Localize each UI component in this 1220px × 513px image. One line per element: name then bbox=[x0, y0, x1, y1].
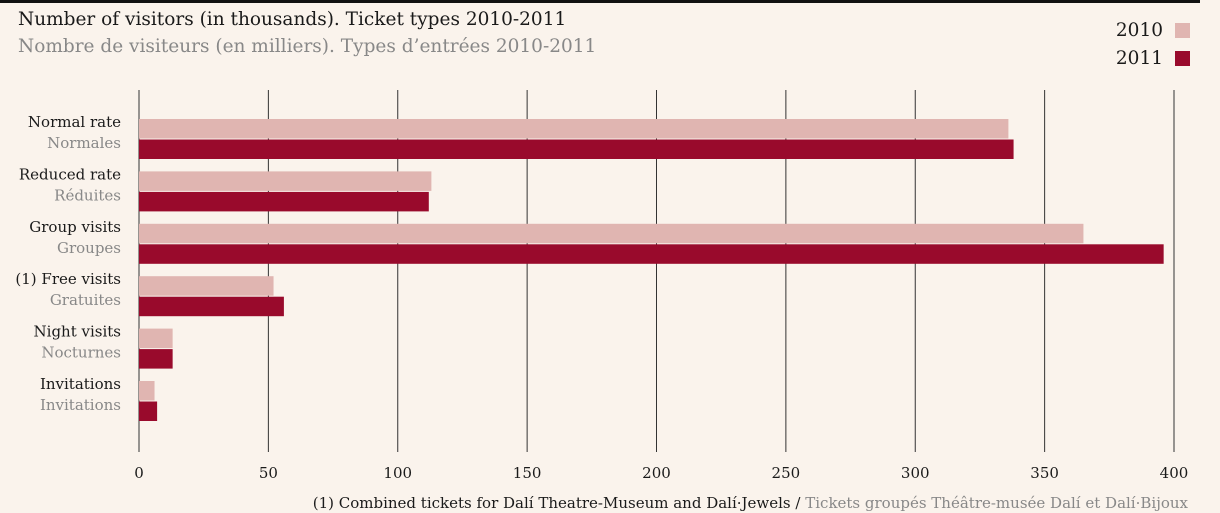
category-label-group-visits: Group visits bbox=[29, 218, 121, 236]
footnote-en: (1) Combined tickets for Dalí Theatre-Mu… bbox=[312, 494, 791, 512]
x-tick-label-400: 400 bbox=[1160, 464, 1189, 482]
chart-title: Number of visitors (in thousands). Ticke… bbox=[18, 9, 567, 30]
bar-group-visits-2010 bbox=[139, 223, 1084, 244]
chart-subtitle: Nombre de visiteurs (en milliers). Types… bbox=[18, 36, 597, 57]
bar-reduced-rate-2010 bbox=[139, 171, 432, 191]
x-tick-label-350: 350 bbox=[1030, 464, 1059, 482]
category-label-fr-1-free-visits: Gratuites bbox=[50, 291, 121, 309]
bar-invitations-2011 bbox=[139, 401, 158, 421]
category-label-fr-reduced-rate: Réduites bbox=[54, 186, 121, 204]
x-tick-label-0: 0 bbox=[134, 464, 144, 482]
category-label-normal-rate: Normal rate bbox=[28, 113, 121, 131]
bar-normal-rate-2010 bbox=[139, 119, 1009, 139]
bar-1-free-visits-2010 bbox=[139, 276, 274, 296]
category-label-fr-normal-rate: Normales bbox=[47, 134, 121, 152]
category-label-fr-night-visits: Nocturnes bbox=[41, 344, 121, 362]
x-tick-label-200: 200 bbox=[642, 464, 671, 482]
x-tick-label-150: 150 bbox=[513, 464, 542, 482]
category-label-1-free-visits: (1) Free visits bbox=[15, 270, 121, 288]
x-tick-label-300: 300 bbox=[901, 464, 930, 482]
category-label-fr-invitations: Invitations bbox=[40, 396, 121, 414]
x-tick-label-50: 50 bbox=[259, 464, 278, 482]
legend: 2010 2011 bbox=[1116, 16, 1190, 72]
bar-invitations-2010 bbox=[139, 381, 155, 401]
bar-night-visits-2010 bbox=[139, 328, 173, 349]
category-label-reduced-rate: Reduced rate bbox=[19, 165, 121, 183]
footnote-fr: Tickets groupés Théâtre-musée Dalí et Da… bbox=[805, 494, 1188, 512]
category-label-fr-group-visits: Groupes bbox=[57, 239, 121, 257]
x-tick-label-100: 100 bbox=[383, 464, 412, 482]
footnote: (1) Combined tickets for Dalí Theatre-Mu… bbox=[313, 494, 1188, 512]
bar-normal-rate-2011 bbox=[139, 139, 1014, 159]
legend-swatch-2010 bbox=[1175, 22, 1190, 38]
footnote-separator: / bbox=[790, 494, 806, 512]
category-label-night-visits: Night visits bbox=[34, 323, 121, 341]
legend-label-2011: 2011 bbox=[1115, 47, 1163, 69]
legend-label-2010: 2010 bbox=[1115, 19, 1163, 41]
bar-1-free-visits-2011 bbox=[139, 296, 284, 317]
x-tick-label-250: 250 bbox=[772, 464, 801, 482]
bar-group-visits-2011 bbox=[139, 244, 1164, 264]
top-rule bbox=[0, 0, 1200, 3]
category-label-invitations: Invitations bbox=[40, 375, 121, 393]
legend-swatch-2011 bbox=[1175, 50, 1190, 66]
bar-night-visits-2011 bbox=[139, 349, 173, 369]
bar-chart: 0 50 100 150 200 250 300 350 400 Normal rate Norma… bbox=[15, 90, 1189, 482]
bar-reduced-rate-2011 bbox=[139, 191, 429, 212]
legend-item-2010: 2010 bbox=[1116, 16, 1190, 44]
legend-item-2011: 2011 bbox=[1116, 44, 1190, 72]
